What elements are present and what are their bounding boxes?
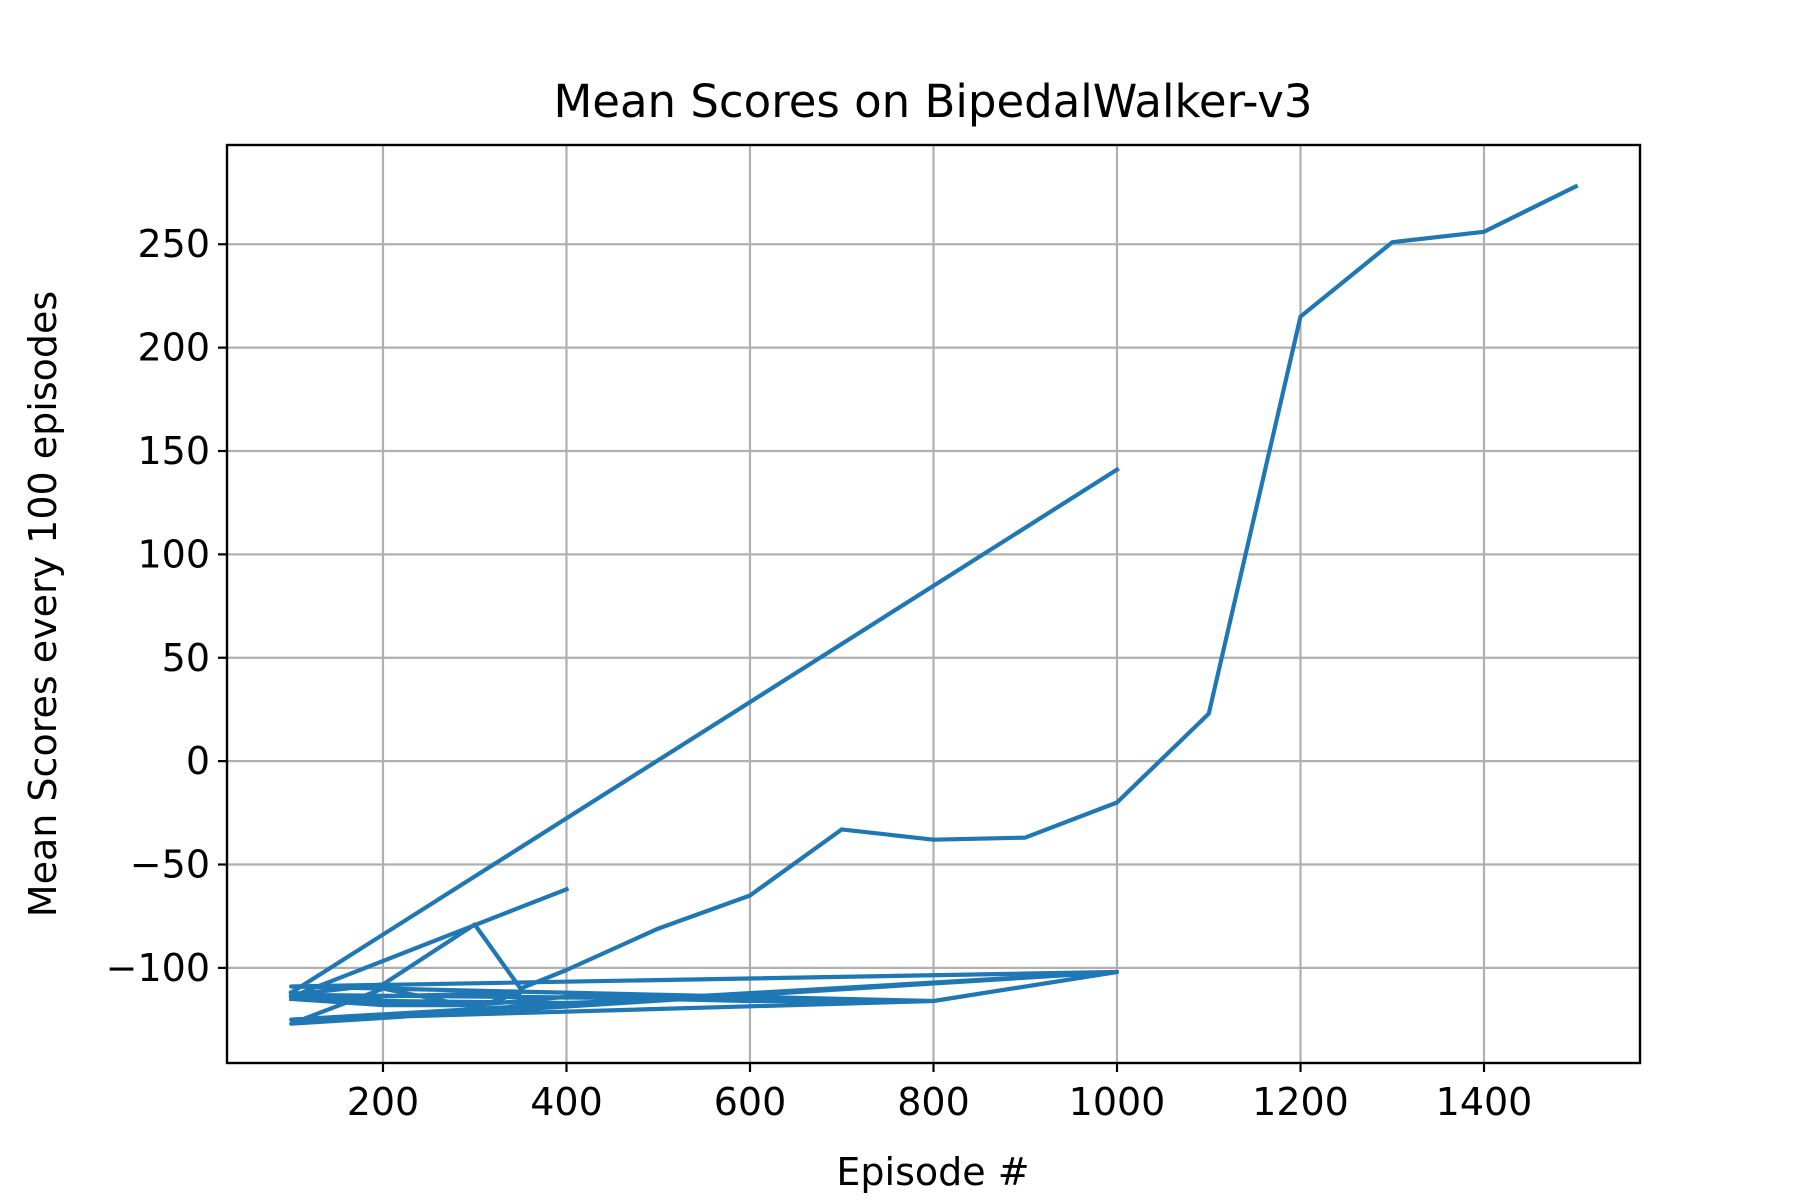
chart-title: Mean Scores on BipedalWalker-v3	[553, 75, 1312, 128]
x-tick-label: 1400	[1436, 1080, 1533, 1124]
y-tick-label: 250	[137, 222, 210, 266]
axis-ticks: 200 400 600 800 1000 1200 1400 −100 −50 0 50 100 150…	[106, 222, 1533, 1124]
series-line	[288, 969, 1120, 1026]
y-tick-label: 100	[137, 532, 210, 576]
series-layer	[288, 183, 1579, 1026]
y-tick-label: −100	[106, 946, 210, 990]
x-tick-label: 800	[897, 1080, 970, 1124]
series-line	[288, 466, 1120, 996]
series-line	[288, 183, 1579, 998]
y-tick-label: 50	[162, 636, 210, 680]
grid	[227, 145, 1640, 1063]
y-tick-label: 150	[137, 429, 210, 473]
x-tick-label: 1200	[1252, 1080, 1349, 1124]
x-axis-label: Episode #	[836, 1150, 1029, 1194]
y-tick-label: −50	[130, 843, 210, 887]
y-axis-label: Mean Scores every 100 episodes	[21, 291, 65, 917]
y-tick-label: 0	[186, 739, 210, 783]
series-line	[288, 886, 570, 1000]
x-tick-label: 1000	[1069, 1080, 1166, 1124]
x-tick-label: 400	[530, 1080, 603, 1124]
x-tick-label: 600	[714, 1080, 787, 1124]
y-tick-label: 200	[137, 326, 210, 370]
x-tick-label: 200	[347, 1080, 420, 1124]
